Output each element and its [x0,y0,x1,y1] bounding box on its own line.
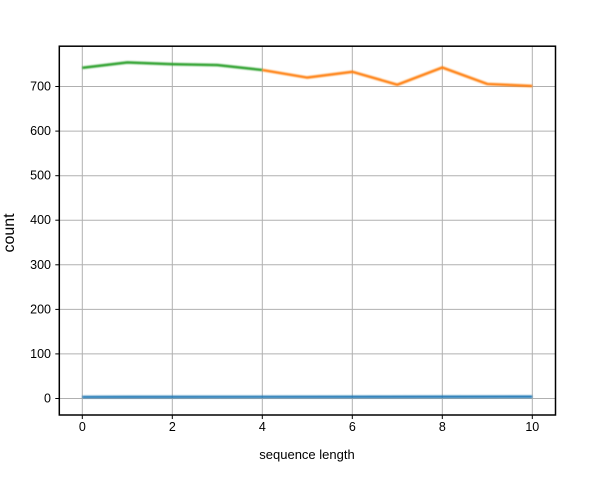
svg-text:600: 600 [30,124,51,138]
svg-text:count: count [1,213,18,253]
svg-text:10: 10 [525,420,539,434]
svg-text:500: 500 [30,169,51,183]
svg-text:300: 300 [30,258,51,272]
svg-text:400: 400 [30,213,51,227]
svg-text:0: 0 [79,420,86,434]
svg-text:200: 200 [30,302,51,316]
svg-text:4: 4 [259,420,266,434]
svg-text:700: 700 [30,80,51,94]
svg-text:2: 2 [169,420,176,434]
svg-text:6: 6 [349,420,356,434]
svg-text:100: 100 [30,347,51,361]
svg-text:0: 0 [44,392,51,406]
svg-text:8: 8 [439,420,446,434]
svg-text:sequence length: sequence length [259,447,354,462]
